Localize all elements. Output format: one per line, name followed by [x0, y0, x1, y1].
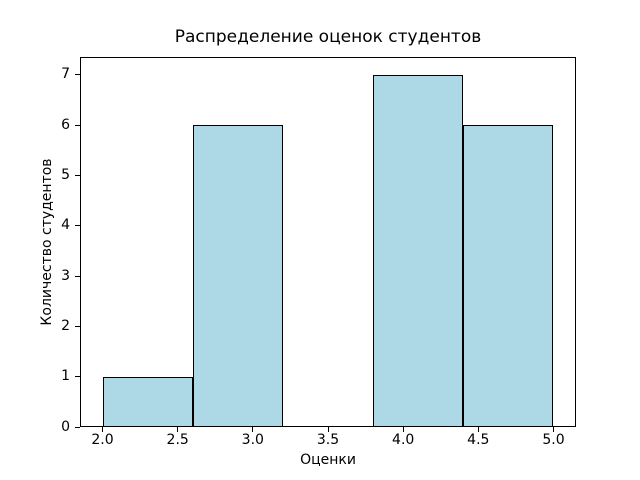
x-axis-label: Оценки: [300, 452, 356, 468]
histogram-bar: [463, 125, 554, 427]
x-tick-label: 3.0: [241, 432, 264, 448]
x-tick-label: 5.0: [542, 432, 565, 448]
x-tick-mark: [252, 427, 254, 432]
y-tick-mark: [75, 124, 80, 126]
x-tick-mark: [402, 427, 404, 432]
y-tick-label: 3: [61, 267, 70, 284]
x-tick-label: 2.5: [166, 432, 189, 448]
chart-title: Распределение оценок студентов: [174, 27, 482, 47]
y-tick-label: 7: [61, 66, 70, 83]
x-tick-mark: [477, 427, 479, 432]
y-tick-mark: [75, 426, 80, 428]
x-tick-label: 2.0: [91, 432, 114, 448]
y-tick-mark: [75, 74, 80, 76]
x-tick-label: 4.5: [467, 432, 490, 448]
x-tick-mark: [327, 427, 329, 432]
y-tick-mark: [75, 275, 80, 277]
y-tick-mark: [75, 325, 80, 327]
y-tick-label: 0: [61, 418, 70, 435]
histogram-bar: [102, 376, 193, 427]
x-tick-mark: [553, 427, 554, 432]
histogram-bar: [192, 125, 283, 427]
x-tick-mark: [102, 427, 103, 432]
x-tick-mark: [177, 427, 179, 432]
x-tick-label: 3.5: [316, 432, 340, 448]
y-axis-label: Количество студентов: [39, 158, 55, 326]
y-tick-label: 5: [61, 166, 70, 183]
y-tick-mark: [75, 225, 80, 227]
histogram-bar: [373, 74, 464, 427]
y-tick-mark: [75, 376, 80, 378]
x-tick-label: 4.0: [392, 432, 415, 448]
y-tick-label: 2: [61, 317, 70, 334]
y-tick-label: 6: [61, 116, 70, 133]
y-tick-label: 1: [61, 368, 70, 385]
y-tick-label: 4: [61, 217, 70, 234]
y-tick-mark: [75, 174, 80, 176]
